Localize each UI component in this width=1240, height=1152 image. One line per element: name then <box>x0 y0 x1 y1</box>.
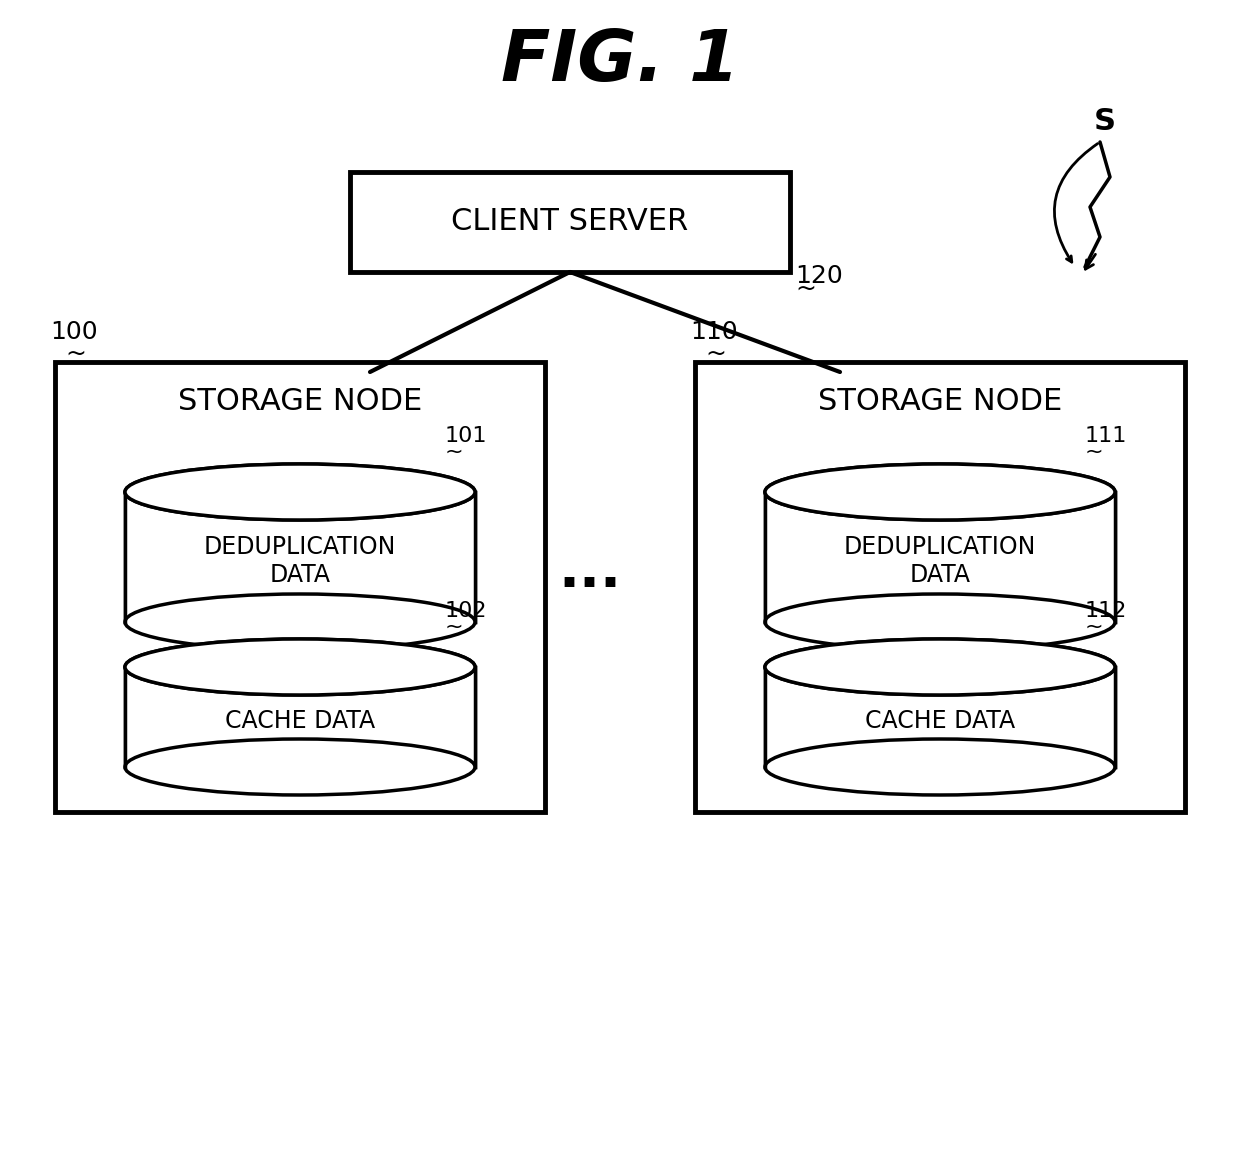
Text: CACHE DATA: CACHE DATA <box>866 708 1016 733</box>
Text: ~: ~ <box>1085 617 1104 637</box>
Text: 102: 102 <box>445 601 487 621</box>
Bar <box>694 362 1185 812</box>
Text: 100: 100 <box>50 320 98 344</box>
Text: STORAGE NODE: STORAGE NODE <box>177 387 422 417</box>
Text: FIG. 1: FIG. 1 <box>501 28 739 97</box>
Text: ~: ~ <box>445 617 464 637</box>
Ellipse shape <box>765 738 1115 795</box>
Ellipse shape <box>125 639 475 695</box>
Ellipse shape <box>765 464 1115 520</box>
Text: CACHE DATA: CACHE DATA <box>224 708 374 733</box>
Text: S: S <box>1094 107 1116 136</box>
Ellipse shape <box>125 594 475 650</box>
Text: 110: 110 <box>689 320 738 344</box>
Bar <box>55 362 546 812</box>
Bar <box>125 492 475 622</box>
Text: DEDUPLICATION
DATA: DEDUPLICATION DATA <box>203 535 397 586</box>
Polygon shape <box>125 667 475 767</box>
Text: ~: ~ <box>706 342 725 366</box>
Bar <box>765 667 1115 767</box>
Text: 112: 112 <box>1085 601 1127 621</box>
Ellipse shape <box>125 464 475 520</box>
Polygon shape <box>125 492 475 622</box>
Ellipse shape <box>125 464 475 520</box>
Text: ~: ~ <box>795 276 816 301</box>
Ellipse shape <box>765 594 1115 650</box>
Ellipse shape <box>765 639 1115 695</box>
Ellipse shape <box>125 639 475 695</box>
Bar <box>350 172 790 272</box>
Ellipse shape <box>765 464 1115 520</box>
Text: 120: 120 <box>795 264 843 288</box>
Polygon shape <box>765 667 1115 767</box>
Bar <box>765 492 1115 622</box>
Text: DEDUPLICATION
DATA: DEDUPLICATION DATA <box>843 535 1037 586</box>
Text: ...: ... <box>558 545 621 599</box>
Text: CLIENT SERVER: CLIENT SERVER <box>451 207 688 236</box>
Text: 111: 111 <box>1085 426 1127 446</box>
Text: STORAGE NODE: STORAGE NODE <box>818 387 1063 417</box>
Ellipse shape <box>765 639 1115 695</box>
Ellipse shape <box>125 738 475 795</box>
Polygon shape <box>765 492 1115 622</box>
Text: ~: ~ <box>445 442 464 462</box>
Text: ~: ~ <box>64 342 86 366</box>
Bar <box>125 667 475 767</box>
Text: ~: ~ <box>1085 442 1104 462</box>
Text: 101: 101 <box>445 426 487 446</box>
